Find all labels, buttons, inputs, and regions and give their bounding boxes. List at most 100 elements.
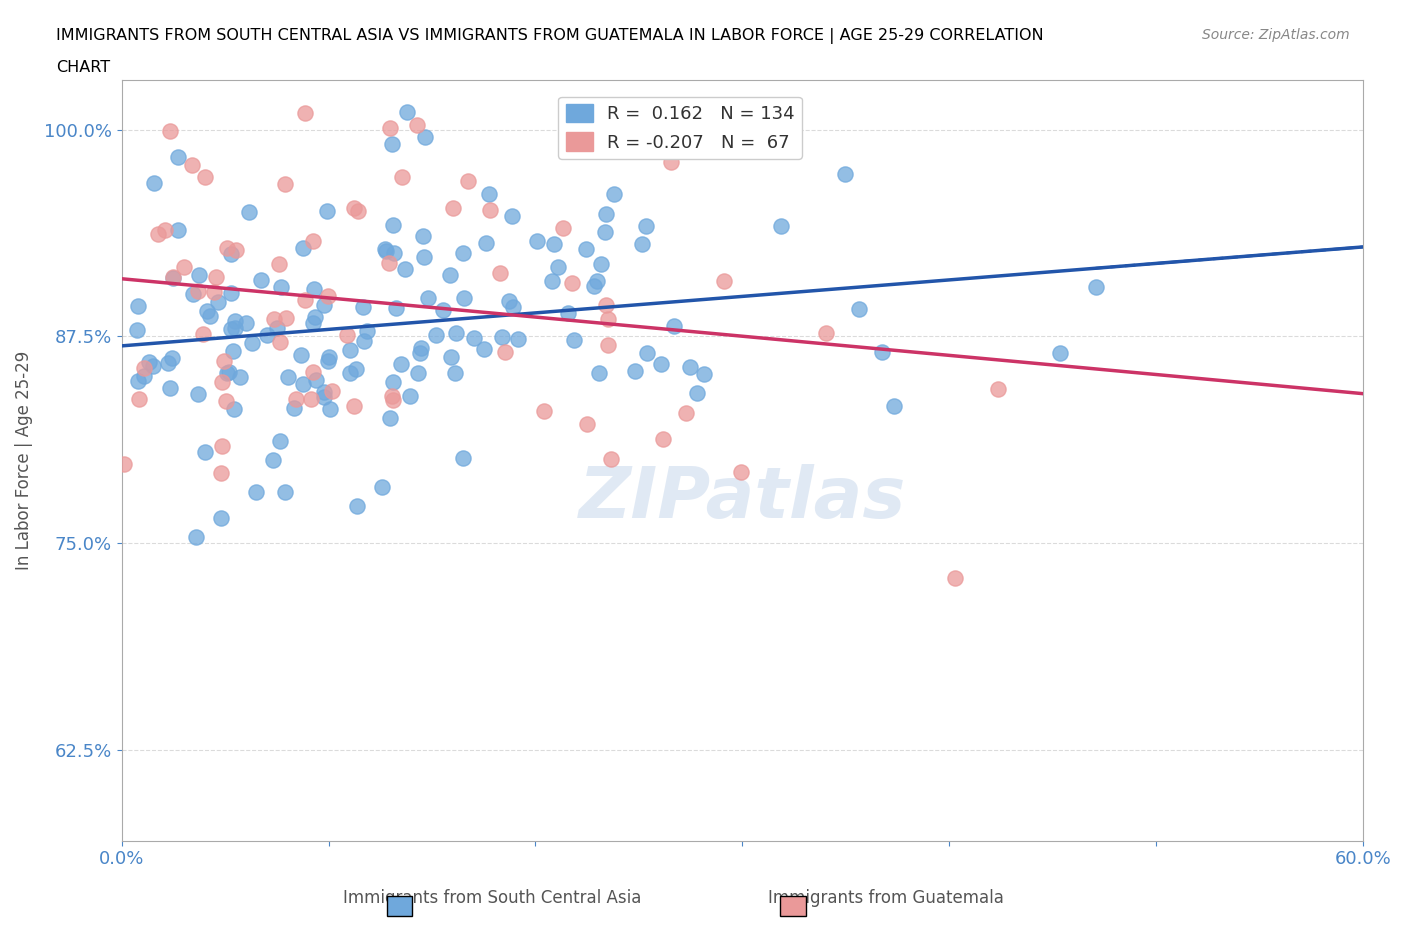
- Immigrants from South Central Asia: [142, 176, 165, 191]
- Immigrants from South Central Asia: [339, 342, 361, 357]
- Immigrants from Guatemala: [181, 157, 204, 172]
- Immigrants from South Central Asia: [312, 385, 335, 400]
- Immigrants from Guatemala: [132, 361, 155, 376]
- Immigrants from Guatemala: [194, 169, 217, 184]
- Immigrants from Guatemala: [274, 177, 297, 192]
- Immigrants from South Central Asia: [382, 246, 405, 260]
- Immigrants from Guatemala: [730, 465, 752, 480]
- Immigrants from Guatemala: [211, 375, 233, 390]
- Immigrants from South Central Asia: [194, 445, 217, 459]
- Immigrants from Guatemala: [316, 288, 339, 303]
- Immigrants from South Central Asia: [650, 356, 672, 371]
- Immigrants from South Central Asia: [316, 204, 339, 219]
- Immigrants from South Central Asia: [463, 331, 485, 346]
- Immigrants from South Central Asia: [374, 242, 396, 257]
- Immigrants from South Central Asia: [207, 294, 229, 309]
- Immigrants from South Central Asia: [409, 345, 432, 360]
- Immigrants from South Central Asia: [209, 510, 232, 525]
- Immigrants from South Central Asia: [498, 293, 520, 308]
- Immigrants from Guatemala: [321, 383, 343, 398]
- Immigrants from South Central Asia: [451, 451, 474, 466]
- Immigrants from Guatemala: [593, 106, 616, 121]
- Immigrants from South Central Asia: [245, 485, 267, 499]
- Immigrants from Guatemala: [263, 312, 285, 326]
- Immigrants from Guatemala: [191, 327, 214, 342]
- Immigrants from South Central Asia: [312, 390, 335, 405]
- Immigrants from South Central Asia: [238, 205, 260, 219]
- Immigrants from Guatemala: [294, 293, 316, 308]
- Immigrants from Guatemala: [457, 174, 479, 189]
- Immigrants from South Central Asia: [664, 318, 686, 333]
- Immigrants from Guatemala: [405, 118, 427, 133]
- Immigrants from South Central Asia: [291, 377, 314, 392]
- Immigrants from Guatemala: [146, 226, 169, 241]
- Immigrants from South Central Asia: [582, 279, 605, 294]
- Immigrants from Guatemala: [659, 154, 682, 169]
- Immigrants from South Central Asia: [356, 324, 378, 339]
- Immigrants from South Central Asia: [595, 206, 617, 221]
- Immigrants from Guatemala: [343, 201, 366, 216]
- Immigrants from South Central Asia: [412, 229, 434, 244]
- Immigrants from South Central Asia: [215, 365, 238, 380]
- Immigrants from Guatemala: [215, 241, 238, 256]
- Immigrants from South Central Asia: [222, 343, 245, 358]
- Immigrants from South Central Asia: [262, 452, 284, 467]
- Immigrants from Guatemala: [294, 106, 316, 121]
- Immigrants from Guatemala: [274, 311, 297, 325]
- Immigrants from South Central Asia: [872, 345, 894, 360]
- Immigrants from South Central Asia: [502, 299, 524, 314]
- Immigrants from South Central Asia: [557, 306, 579, 321]
- Immigrants from South Central Asia: [636, 346, 658, 361]
- Immigrants from South Central Asia: [389, 357, 412, 372]
- Immigrants from South Central Asia: [352, 299, 374, 314]
- Immigrants from South Central Asia: [266, 321, 288, 336]
- Immigrants from South Central Asia: [167, 150, 190, 165]
- Immigrants from Guatemala: [225, 243, 247, 258]
- Immigrants from Guatemala: [441, 201, 464, 216]
- Immigrants from Guatemala: [112, 457, 135, 472]
- Immigrants from South Central Asia: [440, 350, 463, 365]
- Immigrants from South Central Asia: [339, 365, 361, 380]
- Immigrants from South Central Asia: [283, 401, 305, 416]
- Immigrants from South Central Asia: [543, 236, 565, 251]
- Immigrants from South Central Asia: [301, 316, 323, 331]
- Immigrants from South Central Asia: [370, 480, 392, 495]
- Text: Immigrants from Guatemala: Immigrants from Guatemala: [768, 889, 1004, 907]
- Immigrants from Guatemala: [302, 233, 325, 248]
- Immigrants from South Central Asia: [526, 233, 548, 248]
- Immigrants from Guatemala: [598, 312, 620, 326]
- Immigrants from South Central Asia: [588, 365, 610, 380]
- Immigrants from Guatemala: [269, 335, 291, 350]
- Immigrants from South Central Asia: [443, 365, 465, 380]
- Immigrants from South Central Asia: [187, 386, 209, 401]
- Immigrants from Guatemala: [382, 392, 405, 407]
- Immigrants from Guatemala: [209, 466, 232, 481]
- Immigrants from South Central Asia: [453, 291, 475, 306]
- Immigrants from South Central Asia: [506, 331, 529, 346]
- Immigrants from Guatemala: [381, 389, 404, 404]
- Immigrants from South Central Asia: [451, 246, 474, 260]
- Immigrants from Guatemala: [299, 392, 322, 406]
- Immigrants from Guatemala: [561, 275, 583, 290]
- Immigrants from South Central Asia: [127, 323, 149, 338]
- Immigrants from South Central Asia: [291, 241, 314, 256]
- Immigrants from Guatemala: [599, 451, 621, 466]
- Immigrants from South Central Asia: [406, 365, 429, 380]
- Immigrants from South Central Asia: [184, 529, 207, 544]
- Immigrants from South Central Asia: [277, 370, 299, 385]
- Immigrants from South Central Asia: [380, 137, 402, 152]
- Immigrants from South Central Asia: [346, 498, 368, 513]
- Immigrants from South Central Asia: [166, 223, 188, 238]
- Immigrants from South Central Asia: [224, 313, 246, 328]
- Immigrants from Guatemala: [553, 220, 575, 235]
- Immigrants from Guatemala: [173, 260, 195, 275]
- Immigrants from South Central Asia: [378, 411, 401, 426]
- Immigrants from South Central Asia: [219, 246, 242, 261]
- Immigrants from Guatemala: [211, 439, 233, 454]
- Immigrants from South Central Asia: [312, 298, 335, 312]
- Immigrants from South Central Asia: [574, 242, 596, 257]
- Immigrants from South Central Asia: [375, 244, 398, 259]
- Immigrants from Guatemala: [159, 124, 181, 139]
- Immigrants from South Central Asia: [224, 402, 246, 417]
- Immigrants from South Central Asia: [439, 267, 461, 282]
